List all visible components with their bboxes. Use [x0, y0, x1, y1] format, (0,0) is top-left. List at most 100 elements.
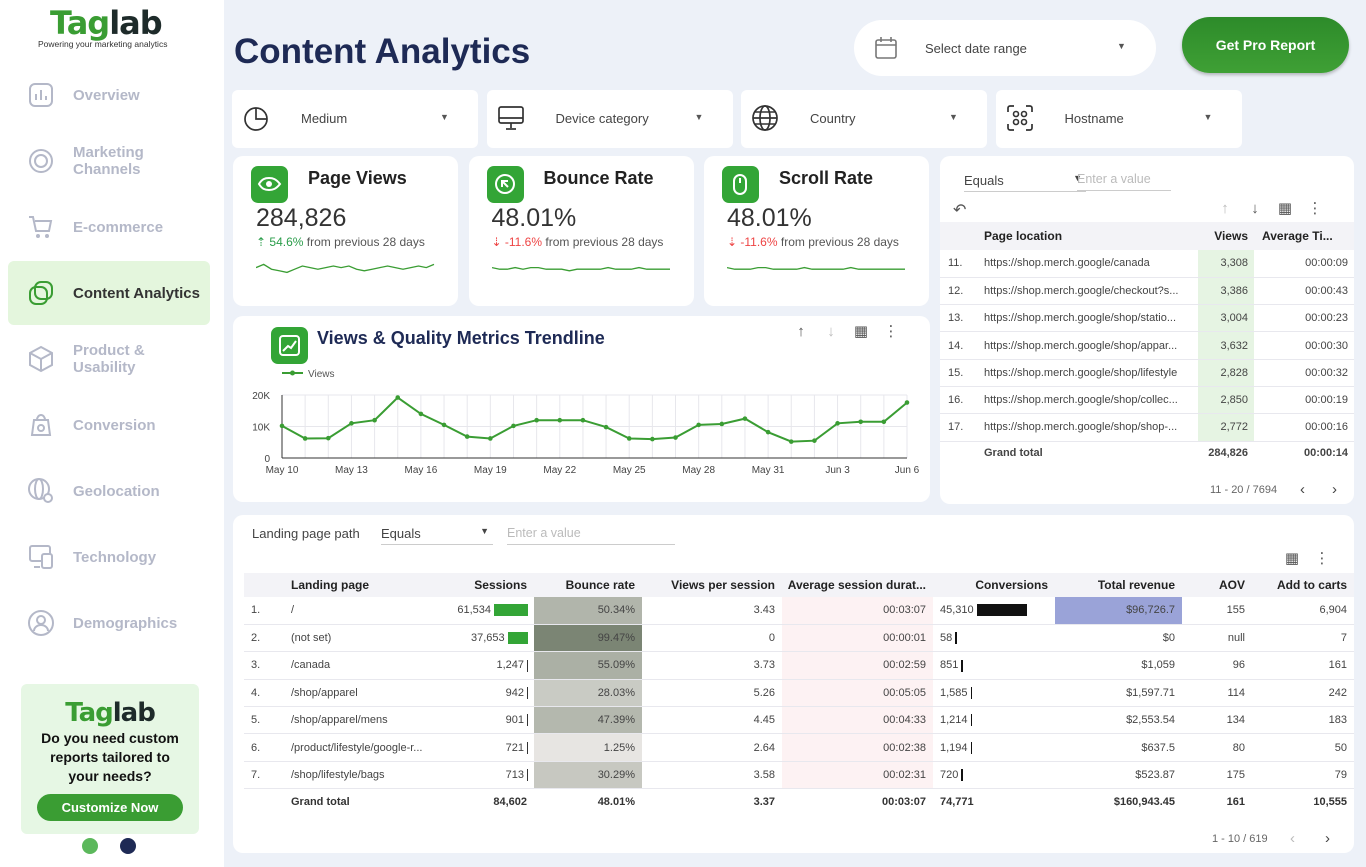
column-header[interactable]: Sessions: [434, 573, 534, 597]
table-row[interactable]: 12. https://shop.merch.google/checkout?s.…: [940, 277, 1354, 306]
page-value: /: [291, 604, 295, 617]
more-vert-icon[interactable]: ⋮: [883, 323, 899, 340]
x-tick-label: May 10: [266, 465, 299, 476]
table-row[interactable]: 16. https://shop.merch.google/shop/collec…: [940, 386, 1354, 415]
carousel-dot-1[interactable]: [82, 838, 98, 854]
table-row[interactable]: 6. /product/lifestyle/google-r... 721 1.25%…: [244, 733, 1354, 762]
sort-down-icon[interactable]: ↓: [1251, 199, 1259, 217]
atc-cell: 50: [1252, 733, 1354, 762]
column-header[interactable]: Page location: [978, 222, 1198, 250]
column-header[interactable]: Landing page: [284, 573, 434, 597]
bounce-icon: [486, 166, 524, 203]
column-header[interactable]: Conversions: [933, 573, 1055, 597]
column-header[interactable]: Average session durat...: [782, 573, 933, 597]
table-row[interactable]: 11. https://shop.merch.google/canada 3,308…: [940, 250, 1354, 278]
avg-time-cell: 00:00:30: [1254, 331, 1354, 360]
table-row[interactable]: 1. / 61,534 50.34% 3.43 00:03:07 45,310 $96,726…: [244, 597, 1354, 625]
table-row[interactable]: 15. https://shop.merch.google/shop/lifest…: [940, 359, 1354, 387]
filter-hostname[interactable]: Hostname ▼: [995, 90, 1242, 148]
table-row[interactable]: 13. https://shop.merch.google/shop/statio…: [940, 304, 1354, 333]
sidebar-item-product-usability[interactable]: Product & Usability: [8, 327, 210, 391]
x-tick-label: May 13: [335, 465, 368, 476]
sidebar-item-overview[interactable]: Overview: [8, 63, 210, 127]
sidebar-item-conversion[interactable]: Conversion: [8, 393, 210, 457]
table-row[interactable]: 17. https://shop.merch.google/shop/shop-.…: [940, 413, 1354, 442]
table-settings-icon[interactable]: ▦: [1284, 550, 1300, 567]
prev-page-icon[interactable]: ‹: [1300, 481, 1305, 498]
filter-medium[interactable]: Medium ▼: [232, 90, 478, 148]
sidebar-item-demographics[interactable]: Demographics: [8, 591, 210, 655]
sort-up-icon[interactable]: ↑: [1221, 199, 1229, 217]
bounce-value: 99.47%: [597, 632, 635, 645]
filter-device-category[interactable]: Device category ▼: [486, 90, 733, 148]
chart-settings-icon[interactable]: ▦: [853, 323, 869, 340]
landing-toolbar: ▦ ⋮: [1277, 549, 1337, 567]
table-row[interactable]: 14. https://shop.merch.google/shop/appar.…: [940, 331, 1354, 360]
dur-cell: 00:02:38: [782, 733, 933, 762]
table-row[interactable]: 3. /canada 1,247 55.09% 3.73 00:02:59 851 $1,05…: [244, 651, 1354, 680]
page-value: /canada: [291, 659, 331, 672]
landing-filter-input[interactable]: Enter a value: [507, 526, 675, 545]
aov-value: 114: [1227, 686, 1245, 699]
data-point: [441, 422, 447, 428]
page-table-pager: 11 - 20 / 7694: [1210, 484, 1278, 496]
more-vert-icon[interactable]: ⋮: [1307, 200, 1323, 217]
sidebar-item-geolocation[interactable]: Geolocation: [8, 459, 210, 523]
globe-search-icon: [28, 478, 53, 503]
table-row[interactable]: 5. /shop/apparel/mens 901 47.39% 4.45 00:04:3…: [244, 706, 1354, 735]
prev-page-icon[interactable]: ‹: [1290, 830, 1295, 847]
column-header[interactable]: Views per session: [642, 573, 782, 597]
sidebar-item-e-commerce[interactable]: E-commerce: [8, 195, 210, 259]
bounce-cell: 55.09%: [534, 651, 642, 680]
next-page-icon[interactable]: ›: [1332, 481, 1337, 498]
sort-down-icon[interactable]: ↓: [827, 322, 835, 340]
data-point: [673, 435, 678, 440]
sidebar-item-marketing-channels[interactable]: Marketing Channels: [8, 129, 210, 193]
kpi-value: 48.01%: [727, 204, 812, 232]
vps-cell: 3.43: [642, 597, 782, 625]
column-header[interactable]: AOV: [1182, 573, 1252, 597]
row-number: 17.: [940, 413, 978, 442]
vps-value: 0: [768, 632, 775, 645]
next-page-icon[interactable]: ›: [1325, 830, 1330, 847]
customize-now-button[interactable]: Customize Now: [37, 794, 183, 821]
sidebar-item-label: Geolocation: [73, 482, 160, 500]
vps-cell: 4.45: [642, 706, 782, 735]
column-header[interactable]: [940, 222, 978, 250]
aov-cell: 134: [1182, 706, 1252, 735]
table-row[interactable]: 7. /shop/lifestyle/bags 713 30.29% 3.58 00:02…: [244, 761, 1354, 790]
sidebar-item-label: Overview: [73, 86, 140, 104]
more-vert-icon[interactable]: ⋮: [1314, 550, 1330, 567]
undo-icon[interactable]: ↶: [953, 202, 967, 219]
vps-cell: 2.64: [642, 733, 782, 762]
carousel-dot-2[interactable]: [120, 838, 136, 854]
row-number: 15.: [940, 359, 978, 387]
column-header[interactable]: Total revenue: [1055, 573, 1182, 597]
page-filter-input[interactable]: Enter a value: [1077, 172, 1171, 191]
data-point: [881, 419, 887, 425]
sort-up-icon[interactable]: ↑: [797, 322, 805, 340]
vps-cell: 5.26: [642, 679, 782, 708]
sidebar-item-technology[interactable]: Technology: [8, 525, 210, 589]
date-range-picker[interactable]: Select date range ▼: [854, 20, 1156, 76]
filter-label: Device category: [555, 111, 649, 126]
page-condition-select[interactable]: Equals ▼: [964, 173, 1086, 192]
conversions-bar: [961, 769, 963, 782]
column-header[interactable]: Views: [1198, 222, 1254, 250]
column-header[interactable]: Bounce rate: [534, 573, 642, 597]
kpi-delta-suffix: from previous 28 days: [780, 235, 899, 249]
filter-country[interactable]: Country ▼: [741, 90, 987, 148]
table-row[interactable]: 4. /shop/apparel 942 28.03% 5.26 00:05:05 1,58…: [244, 679, 1354, 708]
column-header[interactable]: Average Ti...: [1254, 222, 1354, 250]
table-row[interactable]: 2. (not set) 37,653 99.47% 0 00:00:01 58 $0 null…: [244, 624, 1354, 653]
conversions-bar: [976, 604, 1027, 617]
dur-value: 00:02:38: [883, 741, 926, 754]
sidebar-item-content-analytics[interactable]: Content Analytics: [8, 261, 210, 325]
vps-cell: 3.58: [642, 761, 782, 790]
get-pro-report-button[interactable]: Get Pro Report: [1182, 17, 1349, 73]
column-header[interactable]: [244, 573, 284, 597]
landing-table-pager: 1 - 10 / 619: [1212, 833, 1268, 845]
column-header[interactable]: Add to carts: [1252, 573, 1354, 597]
table-settings-icon[interactable]: ▦: [1277, 200, 1293, 217]
landing-condition-select[interactable]: Equals ▼: [381, 526, 493, 545]
